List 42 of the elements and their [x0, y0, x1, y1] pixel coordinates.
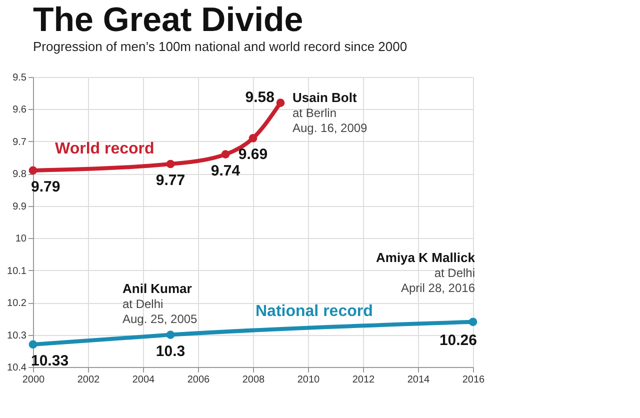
y-tick-label: 9.8	[12, 169, 27, 180]
x-tick-label: 2002	[77, 374, 100, 386]
x-tick-label: 2006	[187, 374, 210, 386]
y-tick-label: 10.1	[7, 266, 27, 277]
x-tick-label: 2008	[242, 374, 266, 386]
data-label: 9.58	[245, 88, 274, 106]
x-tick-label: 2010	[297, 374, 320, 386]
annotation: Anil Kumar at Delhi Aug. 25, 2005	[122, 280, 198, 326]
y-tick-label: 10	[15, 234, 27, 245]
y-tick-label: 10.2	[7, 298, 27, 310]
point	[166, 330, 175, 339]
point	[166, 160, 175, 168]
point	[28, 166, 38, 175]
x-tick-label: 2004	[132, 374, 156, 386]
series-label: World record	[55, 140, 154, 158]
y-tick-label: 9.7	[12, 136, 27, 148]
y-tick-label: 10.4	[7, 362, 27, 374]
data-label: 9.69	[238, 146, 268, 164]
data-label: 9.77	[156, 172, 186, 189]
point	[276, 98, 285, 107]
x-tick-label: 2000	[22, 374, 46, 386]
series-label: National record	[256, 302, 373, 320]
data-label: 10.26	[439, 332, 477, 349]
x-tick-label: 2014	[407, 374, 430, 386]
point	[221, 150, 230, 159]
y-tick-label: 9.5	[12, 72, 27, 84]
annotation: Usain Bolt at Berlin Aug. 16, 2009	[292, 90, 368, 135]
annotation: Amiya K Mallick at Delhi April 28, 2016	[376, 250, 476, 295]
data-label: 9.79	[31, 178, 60, 196]
data-label: 10.33	[31, 352, 69, 370]
point	[248, 134, 258, 142]
x-tick-label: 2012	[352, 374, 376, 386]
chart-subtitle: Progression of men’s 100m national and world record since 2000	[33, 39, 408, 54]
point	[468, 318, 478, 326]
data-label: 10.3	[156, 342, 186, 360]
y-tick-label: 10.3	[7, 330, 27, 342]
data-label: 9.74	[210, 162, 241, 180]
y-tick-label: 9.6	[12, 104, 27, 116]
chart-title: The Great Divide	[33, 1, 304, 39]
x-tick-label: 2016	[462, 374, 486, 386]
point	[28, 340, 38, 349]
y-tick-label: 9.9	[12, 201, 27, 212]
